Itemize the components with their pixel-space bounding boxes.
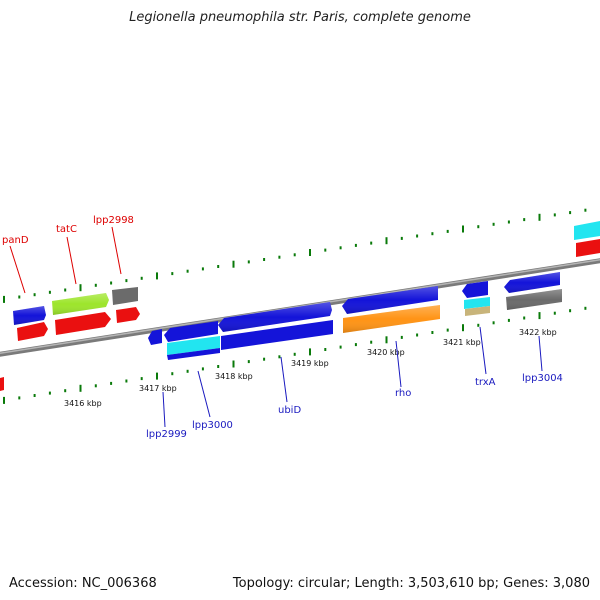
gene-arrow-ubid-blue-lower[interactable]: [221, 320, 333, 350]
gene-arrow-lpp2999-blue[interactable]: [164, 321, 218, 342]
gene-label-lpp2999[interactable]: lpp2999: [146, 429, 187, 440]
gene-label-lpp2998[interactable]: lpp2998: [93, 215, 134, 226]
gene-label-trxa[interactable]: trxA: [475, 377, 496, 388]
gene-arrow-trxa-cyan[interactable]: [464, 297, 490, 309]
gene-arrow-edge-red[interactable]: [576, 239, 600, 257]
tick-label-3421: 3421 kbp: [443, 338, 481, 347]
gene-label-pand[interactable]: panD: [2, 235, 29, 246]
map-title: Legionella pneumophila str. Paris, compl…: [129, 10, 471, 25]
gene-arrow-lpp2998-red[interactable]: [116, 307, 140, 323]
gene-arrow-lpp2998-gray[interactable]: [112, 287, 138, 305]
tick-label-3416: 3416 kbp: [64, 399, 102, 408]
gene-label-tatc[interactable]: tatC: [56, 224, 77, 235]
tick-label-3419: 3419 kbp: [291, 359, 329, 368]
gene-label-rho[interactable]: rho: [395, 388, 411, 399]
gene-arrow-edge-left-red[interactable]: [0, 377, 4, 391]
gene-arrow-trxa-blue[interactable]: [462, 281, 488, 298]
tick-label-3418: 3418 kbp: [215, 372, 253, 381]
tick-label-3422: 3422 kbp: [519, 328, 557, 337]
gene-label-ubid[interactable]: ubiD: [278, 405, 301, 416]
leader-lines-top: [9, 226, 122, 294]
gene-arrow-edge-cyan[interactable]: [574, 221, 600, 240]
gene-label-lpp3004[interactable]: lpp3004: [522, 373, 563, 384]
gene-labels-bottom: lpp2999 lpp3000 ubiD rho trxA lpp3004: [146, 373, 563, 440]
gene-labels-top: panD tatC lpp2998: [2, 215, 134, 246]
dotted-guide-lower: [3, 306, 587, 404]
accession-text: Accession: NC_006368: [9, 576, 157, 591]
tick-labels: 3416 kbp 3417 kbp 3418 kbp 3419 kbp 3420…: [64, 328, 557, 408]
gene-arrow-lpp2999-cyan[interactable]: [167, 336, 220, 355]
gene-arrow-trxa-tan[interactable]: [465, 306, 490, 316]
dotted-guide-upper: [3, 208, 587, 303]
gene-arrow-small-blue[interactable]: [148, 329, 162, 345]
gene-gloss-overlay: [13, 272, 562, 333]
tick-label-3417: 3417 kbp: [139, 384, 177, 393]
tick-label-3420: 3420 kbp: [367, 348, 405, 357]
gene-label-lpp3000[interactable]: lpp3000: [192, 420, 233, 431]
gene-arrow-pand-red[interactable]: [17, 322, 48, 341]
genome-summary-text: Topology: circular; Length: 3,503,610 bp…: [232, 576, 590, 591]
leader-lines-bottom: [162, 326, 543, 428]
gene-arrow-lpp3000-blue[interactable]: [167, 348, 220, 360]
gene-arrow-tatc-red[interactable]: [55, 312, 111, 335]
